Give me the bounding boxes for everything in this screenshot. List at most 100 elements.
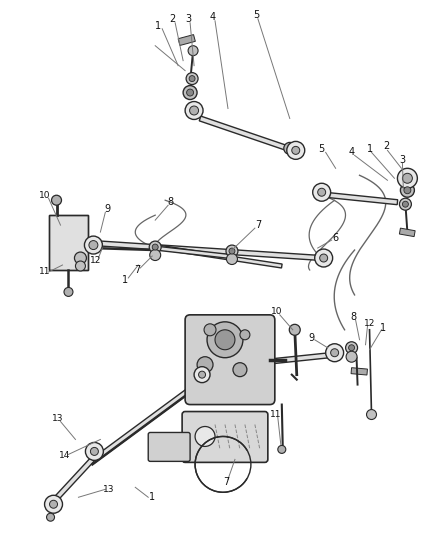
Polygon shape — [54, 458, 94, 501]
Circle shape — [284, 142, 296, 155]
Circle shape — [326, 344, 343, 362]
Circle shape — [150, 249, 161, 261]
Circle shape — [287, 141, 305, 159]
Circle shape — [189, 76, 195, 82]
Circle shape — [45, 495, 63, 513]
Circle shape — [331, 349, 339, 357]
Circle shape — [194, 367, 210, 383]
Circle shape — [403, 201, 408, 207]
Circle shape — [346, 351, 357, 362]
Circle shape — [233, 362, 247, 377]
Circle shape — [226, 254, 237, 264]
Text: 14: 14 — [59, 451, 70, 460]
Bar — [49, 215, 88, 270]
Circle shape — [90, 447, 99, 455]
Circle shape — [187, 89, 194, 96]
FancyBboxPatch shape — [185, 315, 275, 405]
Circle shape — [198, 371, 205, 378]
FancyBboxPatch shape — [182, 411, 268, 462]
Text: 13: 13 — [102, 485, 114, 494]
Text: 8: 8 — [350, 312, 357, 322]
Polygon shape — [155, 246, 235, 259]
Text: 10: 10 — [39, 191, 50, 200]
Circle shape — [404, 187, 411, 193]
Polygon shape — [329, 193, 398, 205]
Circle shape — [204, 324, 216, 336]
Circle shape — [314, 249, 332, 267]
Circle shape — [197, 357, 213, 373]
Polygon shape — [158, 245, 282, 268]
Text: 7: 7 — [134, 265, 141, 275]
Text: 11: 11 — [270, 410, 282, 419]
Bar — [399, 228, 415, 237]
Text: 5: 5 — [253, 10, 259, 20]
Text: 3: 3 — [399, 155, 406, 165]
Text: 7: 7 — [255, 220, 261, 230]
Circle shape — [226, 245, 238, 257]
Circle shape — [292, 147, 300, 155]
Circle shape — [403, 173, 413, 183]
Bar — [351, 368, 367, 375]
Text: 8: 8 — [167, 197, 173, 207]
Circle shape — [49, 500, 57, 508]
Circle shape — [346, 342, 357, 354]
Text: 5: 5 — [318, 144, 325, 155]
Circle shape — [195, 426, 215, 447]
Text: 12: 12 — [90, 255, 101, 264]
Text: 9: 9 — [104, 204, 110, 214]
Circle shape — [229, 248, 235, 254]
Circle shape — [190, 106, 198, 115]
Text: 1: 1 — [155, 21, 161, 31]
Text: 1: 1 — [381, 323, 387, 333]
Text: 9: 9 — [309, 333, 315, 343]
Text: 1: 1 — [122, 275, 128, 285]
Text: 3: 3 — [185, 14, 191, 24]
Circle shape — [85, 442, 103, 461]
Circle shape — [149, 241, 161, 253]
Circle shape — [185, 101, 203, 119]
Text: 1: 1 — [149, 492, 155, 502]
Text: 12: 12 — [364, 319, 375, 328]
FancyBboxPatch shape — [148, 432, 190, 462]
Circle shape — [188, 46, 198, 55]
Circle shape — [240, 330, 250, 340]
Circle shape — [399, 198, 411, 210]
Circle shape — [289, 324, 300, 335]
Circle shape — [318, 188, 326, 196]
Polygon shape — [268, 352, 335, 364]
Circle shape — [349, 345, 355, 351]
Text: 10: 10 — [271, 308, 283, 317]
Circle shape — [75, 261, 85, 271]
Text: 4: 4 — [210, 12, 216, 22]
Polygon shape — [91, 373, 212, 463]
Circle shape — [278, 446, 286, 454]
Text: 6: 6 — [332, 233, 339, 243]
Circle shape — [183, 86, 197, 100]
Circle shape — [85, 236, 102, 254]
Circle shape — [400, 183, 414, 197]
Text: 11: 11 — [39, 268, 50, 277]
Circle shape — [74, 252, 86, 264]
Polygon shape — [199, 116, 289, 151]
Circle shape — [320, 254, 328, 262]
Text: 2: 2 — [169, 14, 175, 24]
Circle shape — [186, 72, 198, 85]
Circle shape — [367, 409, 377, 419]
Circle shape — [46, 513, 54, 521]
Text: 4: 4 — [349, 147, 355, 157]
Bar — [49, 215, 88, 270]
Text: 13: 13 — [52, 414, 63, 423]
Bar — [178, 35, 195, 45]
Circle shape — [89, 240, 98, 249]
Circle shape — [64, 287, 73, 296]
Polygon shape — [93, 240, 322, 261]
Circle shape — [207, 322, 243, 358]
Circle shape — [313, 183, 331, 201]
Text: 1: 1 — [367, 144, 373, 155]
Circle shape — [397, 168, 417, 188]
Circle shape — [215, 330, 235, 350]
Text: 2: 2 — [383, 141, 389, 151]
Text: 7: 7 — [223, 478, 229, 487]
Circle shape — [152, 244, 158, 250]
Circle shape — [52, 195, 61, 205]
